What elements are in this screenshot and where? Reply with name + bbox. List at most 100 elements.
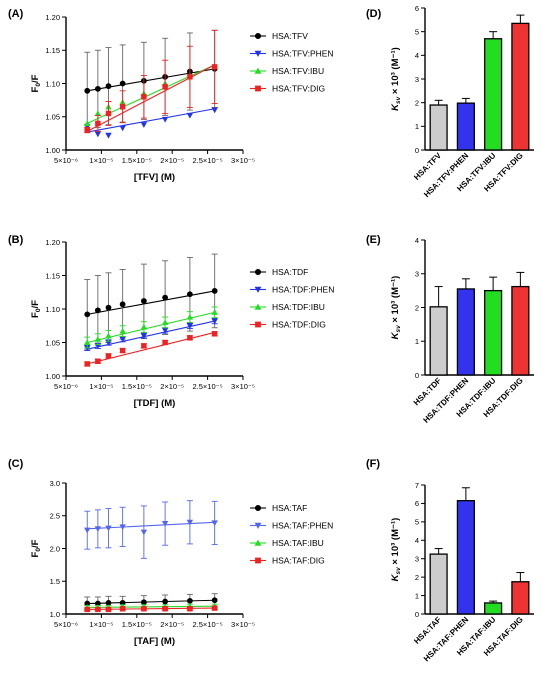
data-point — [105, 132, 112, 139]
x-tick-label: 1×10⁻⁵ — [89, 382, 113, 391]
data-point — [105, 606, 112, 613]
y-tick-label: 1 — [415, 591, 419, 600]
data-point — [84, 120, 91, 126]
legend-entry: HSA:TAF — [250, 503, 307, 513]
y-tick-label: 6 — [415, 499, 419, 508]
data-point — [119, 327, 126, 334]
data-point — [84, 87, 91, 94]
data-point — [141, 599, 147, 606]
y-tick-label: 2 — [415, 573, 419, 582]
y-tick-label: 3 — [415, 270, 419, 279]
x-tick-label: 5×10⁻⁶ — [54, 620, 78, 629]
data-point — [140, 529, 148, 536]
legend-entry: HSA:TDF:PHEN — [250, 285, 334, 295]
y-axis-title: F0/F — [30, 539, 42, 557]
x-tick-label: 1.5×10⁻⁵ — [122, 620, 152, 629]
data-point — [119, 125, 126, 132]
panel-label-a: (A) — [8, 8, 24, 20]
x-tick-label: 2.5×10⁻⁵ — [192, 382, 222, 391]
data-point — [95, 606, 101, 613]
y-tick-label: 3 — [415, 75, 419, 84]
bar — [484, 38, 503, 151]
panel-label-b: (B) — [8, 234, 24, 246]
y-tick-label: 1.10 — [45, 79, 60, 88]
data-point — [119, 599, 126, 606]
data-point — [211, 64, 218, 70]
data-point — [94, 131, 102, 138]
scatter-chart-c: 1.0 1.5 2.0 2.5 3.0 5×10⁻⁶ 1×10⁻⁵ 1.5×10⁻⁵ 2×10⁻… — [30, 479, 333, 647]
data-point — [105, 353, 112, 359]
data-point — [211, 107, 218, 114]
legend-entry: HSA:TAF:IBU — [250, 538, 324, 548]
y-tick-label: 3 — [415, 555, 419, 564]
data-point — [187, 606, 193, 612]
y-tick-label: 1.00 — [45, 372, 60, 381]
bar — [456, 288, 475, 376]
data-point — [84, 527, 91, 534]
legend-label: HSA:TAF:PHEN — [272, 521, 333, 531]
legend-marker — [254, 50, 262, 57]
legend-marker — [254, 303, 262, 310]
x-tick-label: 1.5×10⁻⁵ — [122, 156, 152, 165]
y-tick-label: 1.05 — [45, 338, 60, 347]
bar — [429, 306, 448, 376]
y-tick-label: 1.0 — [50, 610, 60, 619]
data-point — [187, 74, 193, 80]
legend-marker — [255, 557, 261, 564]
legend-entry: HSA:TDF — [250, 267, 308, 277]
x-tick-label: 1.5×10⁻⁵ — [122, 382, 152, 391]
scatter-chart-b: 1.00 1.05 1.10 1.15 1.20 5×10⁻⁶ 1×10⁻⁵ 1.5×10⁻⁵… — [30, 238, 334, 409]
x-tick-label: 1×10⁻⁵ — [89, 156, 113, 165]
fit-line — [87, 331, 215, 365]
legend-label: HSA:TDF:DIG — [272, 320, 326, 330]
data-point — [119, 80, 126, 87]
data-point — [84, 361, 90, 367]
legend-label: HSA:TFV — [272, 31, 308, 41]
panel-label-c: (C) — [8, 458, 24, 470]
data-point — [141, 94, 147, 100]
data-point — [211, 331, 218, 337]
legend-marker — [254, 504, 262, 512]
data-point — [119, 301, 126, 308]
bar — [511, 285, 530, 376]
x-axis-title: [TFV] (M) — [134, 172, 175, 183]
legend-marker — [255, 321, 261, 328]
data-point — [211, 520, 218, 527]
data-point — [211, 597, 218, 604]
data-point — [162, 606, 168, 612]
data-point — [162, 294, 168, 301]
bar — [511, 581, 530, 615]
x-tick-label: 1×10⁻⁵ — [89, 620, 113, 629]
legend-label: HSA:TAF:DIG — [272, 556, 325, 566]
data-point — [105, 110, 112, 117]
data-point — [187, 291, 193, 298]
legend-marker — [255, 85, 261, 92]
legend-marker — [254, 67, 262, 74]
legend-label: HSA:TDF — [272, 267, 308, 277]
data-point — [94, 600, 101, 607]
y-tick-label: 1 — [415, 122, 419, 131]
data-point — [105, 83, 112, 90]
y-tick-label: 4 — [415, 51, 419, 60]
data-point — [162, 598, 168, 605]
data-point — [161, 521, 169, 527]
legend-marker — [254, 268, 262, 276]
data-point — [140, 333, 148, 339]
y-axis-title: F0/F — [30, 300, 42, 318]
y-axis-title: F0/F — [30, 74, 42, 92]
data-point — [105, 332, 112, 339]
data-point — [161, 327, 169, 334]
data-point — [187, 598, 193, 604]
legend-entry: HSA:TFV:DIG — [250, 84, 325, 94]
y-tick-label: 2.5 — [50, 512, 60, 521]
data-point — [141, 606, 147, 612]
data-point — [119, 336, 126, 343]
bar — [456, 500, 475, 615]
series-hsa-tfv-dig — [84, 29, 218, 134]
legend-marker — [254, 522, 262, 529]
legend-label: HSA:TDF:IBU — [272, 302, 325, 312]
panel-label-d: (D) — [366, 8, 382, 20]
legend-label: HSA:TDF:PHEN — [272, 285, 334, 295]
legend-label: HSA:TFV:IBU — [272, 66, 324, 76]
data-point — [94, 85, 101, 92]
